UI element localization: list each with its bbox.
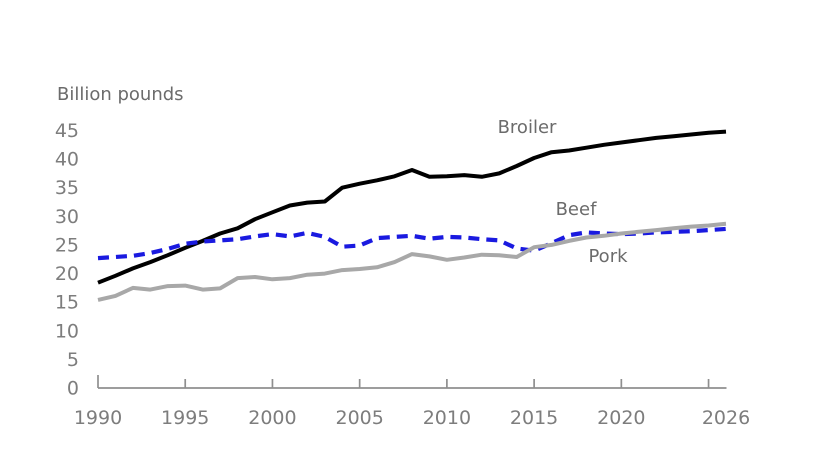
y-axis-tick-label: 25 [55, 234, 79, 256]
x-axis-tick-label: 1995 [161, 407, 209, 429]
x-axis-tick-label: 2000 [248, 407, 296, 429]
y-axis-tick-label: 40 [55, 149, 79, 171]
y-axis-tick-label: 35 [55, 177, 79, 199]
y-axis-tick-label: 10 [55, 320, 79, 342]
series-line-pork [97, 221, 727, 302]
y-axis-tick-label: 30 [55, 206, 79, 228]
x-axis-tick-label: 2010 [423, 407, 471, 429]
series-line-broiler [97, 129, 727, 285]
x-axis-tick-label: 1990 [74, 407, 122, 429]
series-label-pork: Pork [588, 246, 628, 267]
x-axis-tick-label: 2005 [335, 407, 383, 429]
y-axis-caption: Billion pounds [57, 84, 184, 105]
y-axis-tick-label: 45 [55, 120, 79, 142]
x-axis-tick-label: 2015 [510, 407, 558, 429]
x-axis-tick-label: 2026 [702, 407, 750, 429]
y-axis-tick-label: 5 [67, 349, 79, 371]
series-label-broiler: Broiler [498, 117, 557, 138]
y-axis-tick-label: 20 [55, 263, 79, 285]
series-label-beef: Beef [556, 199, 597, 220]
x-axis-tick-label: 2020 [597, 407, 645, 429]
y-axis-tick-label: 0 [67, 378, 79, 400]
y-axis-tick-label: 15 [55, 292, 79, 314]
